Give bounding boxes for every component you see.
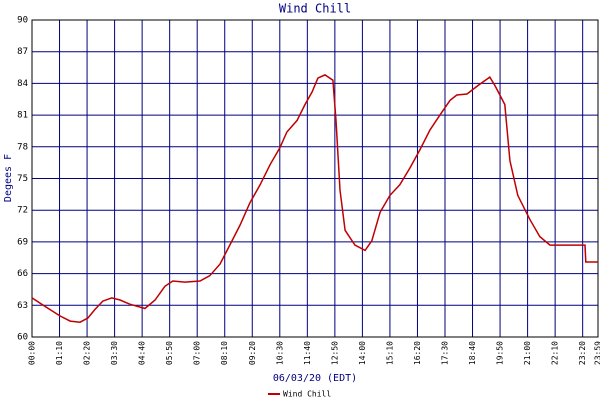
- y-tick-label: 87: [17, 47, 28, 57]
- x-tick-label: 15:10: [385, 341, 394, 365]
- legend-label: Wind Chill: [283, 390, 331, 399]
- y-tick-label: 66: [17, 269, 28, 279]
- y-axis-label: Degees F: [3, 154, 14, 202]
- x-tick-label: 01:10: [55, 341, 64, 365]
- x-tick-label: 18:40: [468, 341, 477, 365]
- x-tick-label: 00:00: [28, 341, 37, 365]
- y-tick-label: 78: [17, 142, 28, 152]
- x-tick-label: 03:30: [110, 341, 119, 365]
- y-tick-label: 63: [17, 301, 28, 311]
- x-tick-label: 23:59: [594, 341, 600, 365]
- x-tick-label: 21:00: [523, 341, 532, 365]
- y-tick-label: 90: [17, 16, 28, 26]
- chart-title: Wind Chill: [279, 2, 351, 16]
- x-tick-label: 04:40: [138, 341, 147, 365]
- x-tick-label: 12:50: [330, 341, 339, 365]
- x-tick-label: 23:20: [578, 341, 587, 365]
- x-tick-label: 02:20: [83, 341, 92, 365]
- x-tick-label: 19:50: [496, 341, 505, 365]
- y-tick-label: 72: [17, 206, 28, 216]
- y-tick-label: 84: [17, 79, 28, 89]
- x-tick-label: 14:00: [358, 341, 367, 365]
- x-tick-label: 09:20: [248, 341, 257, 365]
- y-tick-label: 75: [17, 174, 28, 184]
- y-tick-label: 81: [17, 111, 28, 121]
- data-line: [32, 75, 598, 322]
- y-tick-label: 69: [17, 237, 28, 247]
- x-tick-label: 05:50: [165, 341, 174, 365]
- x-tick-label: 16:20: [413, 341, 422, 365]
- y-tick-label: 60: [17, 333, 28, 343]
- x-tick-label: 10:30: [275, 341, 284, 365]
- x-tick-label: 07:00: [193, 341, 202, 365]
- x-tick-label: 11:40: [303, 341, 312, 365]
- x-tick-label: 17:30: [440, 341, 449, 365]
- x-tick-label: 22:10: [551, 341, 560, 365]
- x-axis-label: 06/03/20 (EDT): [273, 373, 357, 384]
- x-tick-label: 08:10: [220, 341, 229, 365]
